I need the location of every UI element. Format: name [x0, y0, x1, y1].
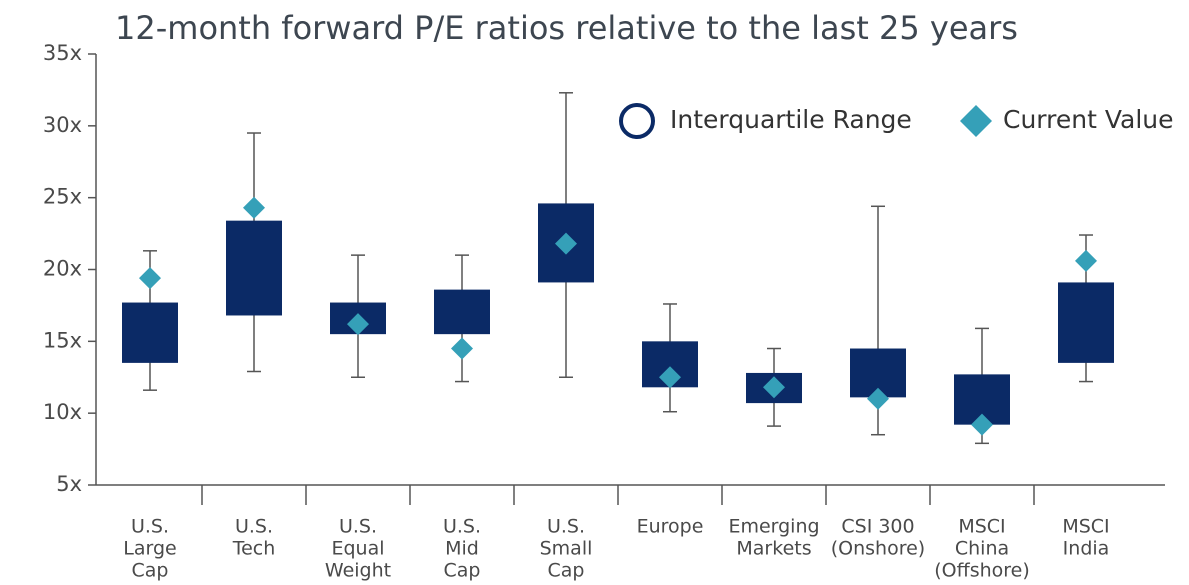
x-tick-label: U.S. — [443, 516, 481, 538]
x-tick-label: Europe — [637, 516, 704, 538]
legend-swatch — [619, 103, 655, 139]
y-tick-label: 10x — [43, 400, 82, 424]
x-tick-label: MSCI — [958, 516, 1005, 538]
iqr-box — [1058, 282, 1114, 363]
iqr-box — [434, 289, 490, 335]
y-tick-label: 30x — [43, 113, 82, 137]
x-tick-label: U.S. — [235, 516, 273, 538]
legend-label: Interquartile Range — [670, 105, 912, 134]
x-tick-label: U.S. — [339, 516, 377, 538]
current-value — [347, 313, 369, 336]
x-tick-label: Equal — [331, 538, 384, 560]
current-value — [763, 376, 785, 399]
y-tick-label: 20x — [43, 257, 82, 281]
x-tick-label: (Onshore) — [831, 538, 925, 560]
y-tick-label: 5x — [56, 472, 82, 496]
iqr-box — [226, 220, 282, 316]
y-tick-label: 35x — [43, 41, 82, 65]
x-tick-label: China — [955, 538, 1009, 560]
x-tick-label: Small — [540, 538, 593, 560]
x-tick-label: U.S. — [547, 516, 585, 538]
chart-title: 12-month forward P/E ratios relative to … — [115, 9, 1018, 47]
x-tick-label: (Offshore) — [934, 560, 1030, 582]
current-value — [971, 413, 993, 436]
y-tick-label: 25x — [43, 185, 82, 209]
x-tick-label: Weight — [325, 560, 391, 582]
current-value — [555, 232, 577, 255]
current-value — [1075, 249, 1097, 272]
x-tick-label: MSCI — [1062, 516, 1109, 538]
x-tick-label: Tech — [232, 538, 276, 560]
current-value — [243, 196, 265, 219]
x-tick-label: Markets — [736, 538, 811, 560]
y-tick-label: 15x — [43, 328, 82, 352]
current-value — [451, 337, 473, 360]
legend-swatch — [960, 105, 992, 137]
x-tick-label: Mid — [445, 538, 479, 560]
iqr-box — [122, 302, 178, 363]
x-tick-label: India — [1063, 538, 1110, 560]
current-value — [139, 267, 161, 290]
x-tick-label: Cap — [548, 560, 585, 582]
current-value — [867, 387, 889, 410]
x-tick-label: Large — [123, 538, 176, 560]
x-tick-label: CSI 300 — [841, 516, 914, 538]
x-tick-label: Cap — [132, 560, 169, 582]
legend-label: Current Value — [1003, 105, 1174, 134]
x-tick-label: U.S. — [131, 516, 169, 538]
current-value — [659, 366, 681, 389]
x-tick-label: Emerging — [728, 516, 819, 538]
x-tick-label: Cap — [444, 560, 481, 582]
